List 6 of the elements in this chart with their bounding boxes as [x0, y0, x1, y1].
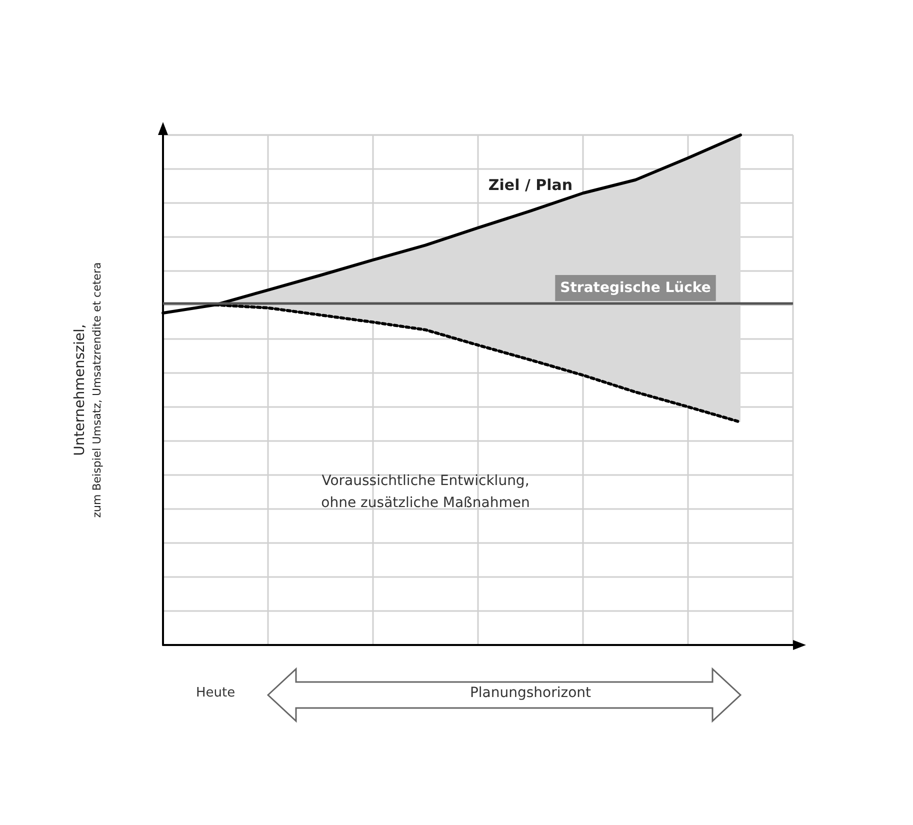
annotation: Voraussichtliche Entwicklung, ohne zusätzliche Maßnahmen [321, 473, 530, 511]
text: Planungshorizont [470, 685, 592, 701]
text: Heute [196, 686, 236, 700]
annotation: Strategische Lücke [560, 280, 711, 296]
y-axis-title: Unternehmensziel, zum Beispiel Umsatz, Umsatzrendite et cetera [72, 262, 104, 518]
series-label: Ziel / Plan [488, 176, 573, 194]
